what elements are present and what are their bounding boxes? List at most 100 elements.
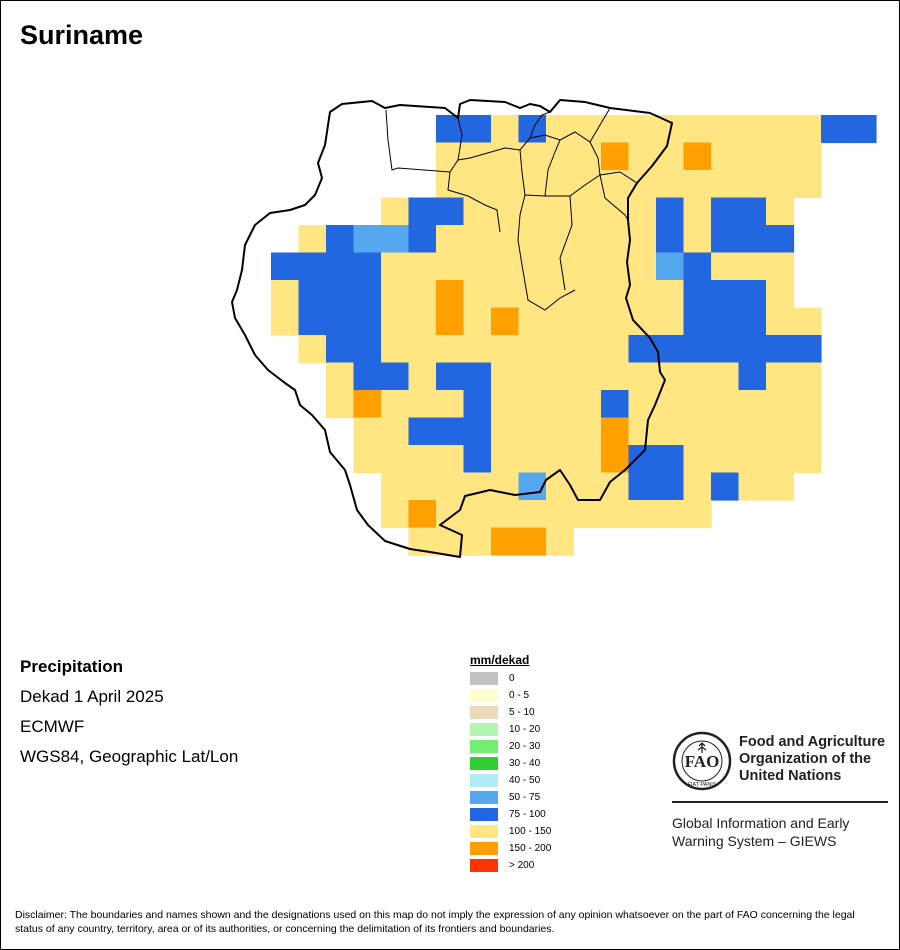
grid-cell [573,445,602,474]
grid-cell [491,417,520,446]
grid-cell [601,417,630,446]
fao-name: Food and Agriculture Organization of the… [739,734,885,785]
grid-cell [766,280,795,309]
grid-cell [793,335,822,364]
grid-cell [683,225,712,254]
grid-cell [436,307,465,336]
grid-cell [436,142,465,171]
grid-cell [463,362,492,391]
grid-cell [546,500,575,529]
legend-item: 20 - 30 [470,739,540,753]
grid-cell [546,390,575,419]
grid-cell [766,307,795,336]
grid-cell [628,417,657,446]
district-boundaries [385,107,638,311]
grid-cell [491,197,520,226]
grid-cell [766,417,795,446]
grid-cell [408,472,437,501]
grid-cell [546,335,575,364]
legend-item: 150 - 200 [470,841,551,855]
grid-cell [546,170,575,199]
grid-cell [628,252,657,281]
grid-cell [491,252,520,281]
grid-cell [766,197,795,226]
legend-title: mm/dekad [470,653,530,667]
grid-cell [628,170,657,199]
legend-label: 20 - 30 [509,740,541,752]
grid-cell [793,445,822,474]
grid-cell [711,445,740,474]
legend-item: > 200 [470,858,534,872]
grid-cell [326,307,355,336]
grid-cell [518,445,547,474]
grid-cell [491,500,520,529]
grid-cell [298,307,327,336]
grid-cell [766,252,795,281]
grid-cell [463,417,492,446]
disclaimer: Disclaimer: The boundaries and names sho… [15,909,855,935]
grid-cell [793,170,822,199]
grid-cell [491,142,520,171]
grid-cell [326,362,355,391]
grid-cell [573,225,602,254]
fao-name-line: United Nations [739,768,842,784]
grid-cell [683,417,712,446]
legend-swatch [470,705,498,719]
grid-cell [408,362,437,391]
grid-cell [573,307,602,336]
grid-cell [436,115,465,144]
grid-cell [546,225,575,254]
grid-cell [491,115,520,144]
grid-cell [711,142,740,171]
grid-cell [353,280,382,309]
grid-cell [656,472,685,501]
grid-cell [628,335,657,364]
grid-cell [628,500,657,529]
grid-cell [546,142,575,171]
precipitation-grid [271,115,877,556]
grid-cell [711,307,740,336]
grid-cell [766,225,795,254]
grid-cell [436,417,465,446]
grid-cell [738,252,767,281]
grid-cell [738,307,767,336]
grid-cell [683,445,712,474]
legend-item: 75 - 100 [470,807,546,821]
grid-cell [518,225,547,254]
grid-cell [381,445,410,474]
grid-cell [463,307,492,336]
grid-cell [683,472,712,501]
grid-cell [711,252,740,281]
legend-label: 5 - 10 [509,706,535,718]
grid-cell [683,390,712,419]
grid-cell [766,335,795,364]
grid-cell [766,362,795,391]
grid-cell [711,472,740,501]
grid-cell [656,445,685,474]
grid-cell [601,142,630,171]
grid-cell [491,390,520,419]
grid-cell [656,197,685,226]
grid-cell [766,445,795,474]
grid-cell [683,142,712,171]
grid-cell [628,362,657,391]
grid-cell [656,280,685,309]
grid-cell [491,527,520,556]
grid-cell [683,170,712,199]
legend-item: 30 - 40 [470,756,540,770]
grid-cell [601,115,630,144]
grid-cell [573,417,602,446]
grid-cell [738,225,767,254]
legend-item: 0 [470,671,515,685]
grid-cell [711,225,740,254]
grid-cell [628,225,657,254]
legend-label: 40 - 50 [509,774,541,786]
grid-cell [573,252,602,281]
grid-cell [353,252,382,281]
legend-swatch [470,790,498,804]
grid-cell [463,527,492,556]
grid-cell [711,170,740,199]
grid-cell [738,280,767,309]
grid-cell [546,445,575,474]
